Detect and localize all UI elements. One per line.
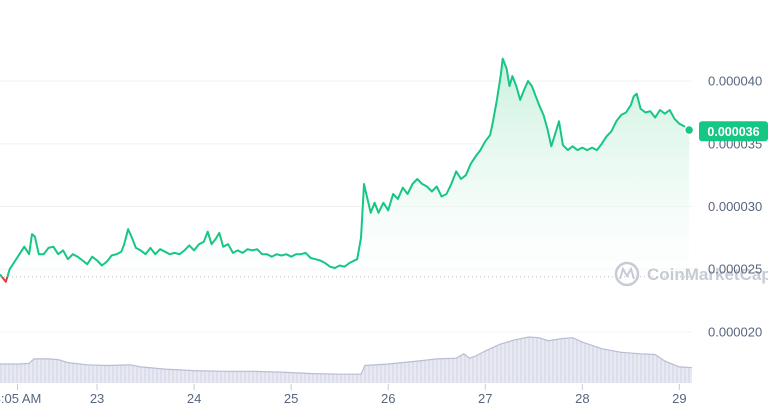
- current-price-marker: 0.000036: [683, 121, 768, 142]
- current-price-tag: [699, 121, 768, 142]
- x-tick-label: 25: [284, 391, 298, 406]
- x-tick-label: 24: [187, 391, 201, 406]
- price-line: [0, 57, 690, 283]
- x-tick-label: 26: [381, 391, 395, 406]
- coinmarketcap-watermark: CoinMarketCap: [614, 261, 768, 287]
- watermark-text: CoinMarketCap: [647, 265, 768, 284]
- x-tick-label: 23: [90, 391, 104, 406]
- y-tick-label: 0.000030: [708, 199, 762, 214]
- price-line-up: [0, 57, 690, 277]
- price-area-fill: [0, 58, 690, 277]
- x-tick-label: 27: [478, 391, 492, 406]
- y-tick-label: 0.000040: [708, 74, 762, 89]
- volume-line: [0, 336, 693, 375]
- area-fill: [0, 58, 690, 277]
- current-price-label: 0.000036: [707, 125, 759, 139]
- coinmarketcap-logo-icon: [614, 261, 640, 287]
- y-tick-label: 0.000025: [708, 262, 762, 277]
- x-tick-label: 28: [575, 391, 589, 406]
- current-price-dot: [683, 124, 695, 136]
- volume-area: [0, 290, 693, 383]
- x-axis: 3:05 AM 23 24 25 26 27 28 29: [0, 384, 687, 406]
- x-tick-label: 3:05 AM: [0, 391, 41, 406]
- y-tick-label: 0.000020: [708, 324, 762, 339]
- x-tick-label: 29: [672, 391, 686, 406]
